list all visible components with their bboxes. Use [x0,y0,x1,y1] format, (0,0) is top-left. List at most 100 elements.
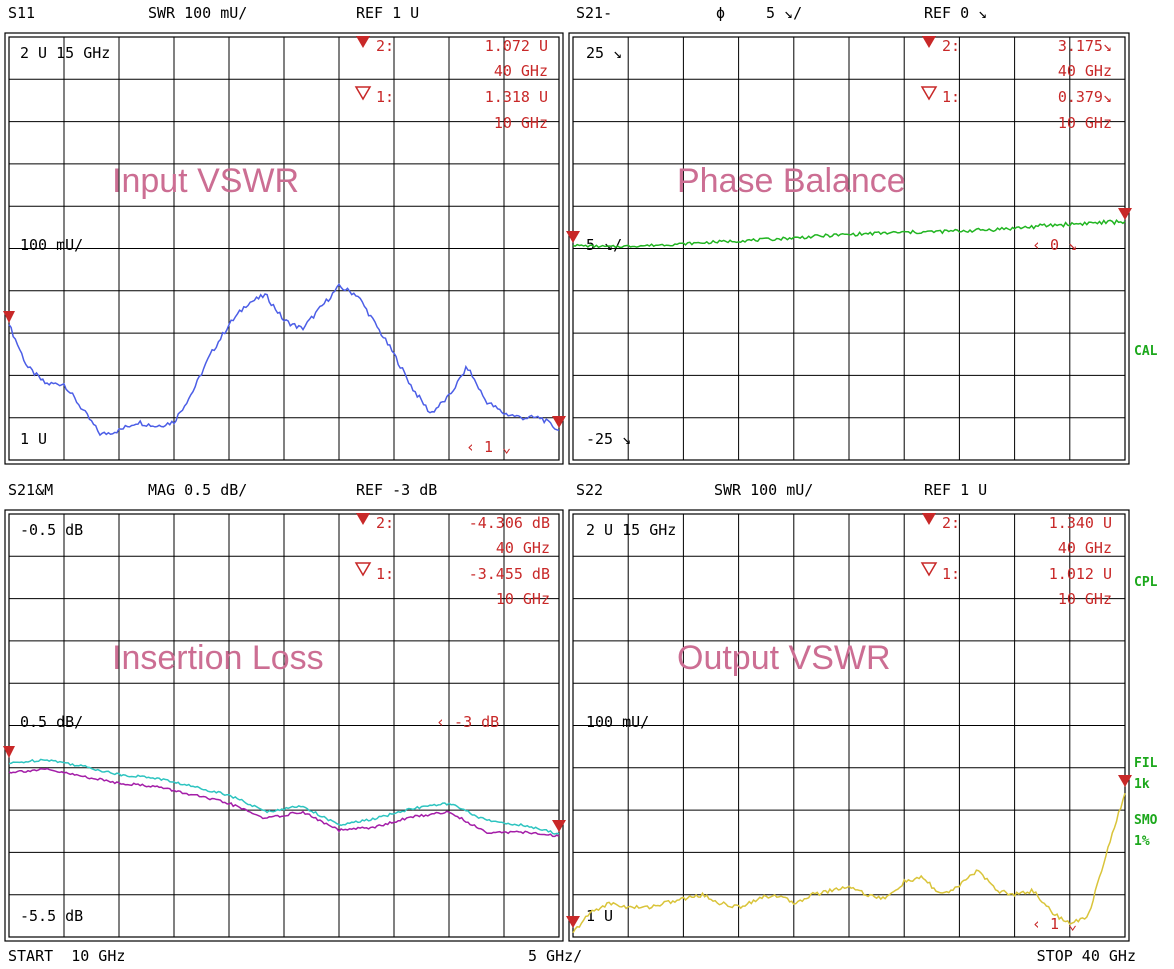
status-smo: SMO [1134,813,1158,828]
plot-grid [568,509,1130,942]
marker-2-value: -4.306 dB [469,514,550,532]
marker-2-value: 1.340 U [1049,514,1112,532]
trace-start-marker-icon [3,311,15,323]
trace-end-marker-icon [552,820,566,832]
trace-end-marker-icon [1118,208,1132,220]
phase-symbol: ϕ [716,4,725,22]
side-status-panel: CAL CPL FIL 1k SMO 1% [1134,344,1158,849]
plot-frame [568,509,1130,942]
marker-1-value: 1.318 U [485,88,548,106]
s22-trace [572,792,1126,934]
panel-output-vswr: S22 SWR 100 mU/ REF 1 U 2 U 15 GHz 100 m… [566,481,1132,942]
status-fil-value: 1k [1134,777,1150,792]
bottom-scale-label: 1 U [586,907,613,925]
trace-end-marker-icon [1118,775,1132,787]
reference-marker: ‹ 1 ⌄ [1032,915,1077,933]
overlay-title: Phase Balance [677,162,906,200]
trace-start-marker-icon [3,746,15,758]
status-cal: CAL [1134,344,1158,359]
reference-marker: ‹ 1 ⌄ [466,438,511,456]
ref-label: REF -3 dB [356,481,437,499]
scale-label: MAG 0.5 dB/ [148,481,247,499]
marker-1-freq: 10 GHz [1058,114,1112,132]
bottom-scale-label: -25 ↘ [586,430,631,448]
marker-1-name: 1: [376,88,394,106]
panel-insertion-loss: S21&M MAG 0.5 dB/ REF -3 dB -0.5 dB 0.5 … [3,481,566,942]
marker-1-icon [354,562,372,577]
marker-2-freq: 40 GHz [1058,62,1112,80]
plot-grid [4,32,564,465]
reference-marker: ‹ -3 dB [436,713,499,731]
marker-1-icon [920,562,938,577]
marker-1-name: 1: [376,565,394,583]
marker-1-icon [920,86,938,101]
sweep-stop-label: STOP 40 GHz [1037,947,1136,965]
marker-2-icon [356,36,370,48]
sweep-span-label: 5 GHz/ [528,947,582,965]
overlay-title: Insertion Loss [112,639,324,677]
marker-1-value: -3.455 dB [469,565,550,583]
ref-scale-label: 0.5 dB/ [20,713,83,731]
marker-2-freq: 40 GHz [496,539,550,557]
status-smo-value: 1% [1134,834,1150,849]
marker-2-name: 2: [942,514,960,532]
top-scale-label: 2 U 15 GHz [586,521,676,539]
marker-2-freq: 40 GHz [494,62,548,80]
overlay-title: Input VSWR [112,162,299,200]
marker-2-icon [356,513,370,525]
marker-1-name: 1: [942,565,960,583]
phase-trace [572,218,1126,249]
trace-start-marker-icon [566,916,580,928]
plot-frame [4,509,564,942]
sweep-footer: START 10 GHz 5 GHz/ STOP 40 GHz [8,947,1136,965]
param-label: S11 [8,4,35,22]
status-cpl: CPL [1134,575,1158,590]
ref-label: REF 1 U [356,4,419,22]
marker-1-value: 0.379↘ [1058,88,1112,106]
plot-grid [568,32,1130,465]
marker-2-name: 2: [376,514,394,532]
trace-end-marker-icon [552,416,566,428]
ref-scale-label: 5 ↘/ [586,236,622,254]
param-label: S21- [576,4,612,22]
scale-label: SWR 100 mU/ [148,4,247,22]
scale-label: 5 ↘/ [766,4,802,22]
reference-marker: ‹ 0 ↘ [1032,236,1077,254]
trace-start-marker-icon [566,231,580,243]
marker-2-icon [922,36,936,48]
ref-label: REF 1 U [924,481,987,499]
ref-label: REF 0 ↘ [924,4,987,22]
marker-2-name: 2: [376,37,394,55]
panel-input-vswr: S11 SWR 100 mU/ REF 1 U 2 U 15 GHz 100 m… [3,4,566,465]
marker-1-name: 1: [942,88,960,106]
sweep-start-label: START 10 GHz [8,947,125,965]
param-label: S21&M [8,481,53,499]
overlay-title: Output VSWR [677,639,891,677]
marker-1-freq: 10 GHz [1058,590,1112,608]
marker-2-icon [922,513,936,525]
param-label: S22 [576,481,603,499]
panel-phase-balance: S21- ϕ 5 ↘/ REF 0 ↘ 25 ↘ 5 ↘/ -25 ↘ 2: 3… [566,4,1132,465]
marker-1-freq: 10 GHz [494,114,548,132]
ref-scale-label: 100 mU/ [586,713,649,731]
bottom-scale-label: -5.5 dB [20,907,83,925]
bottom-scale-label: 1 U [20,430,47,448]
s11-trace [8,283,560,437]
plot-frame [568,32,1130,465]
marker-2-value: 1.072 U [485,37,548,55]
marker-1-freq: 10 GHz [496,590,550,608]
plot-frame [4,32,564,465]
insertion-loss-trace-a [8,758,560,835]
marker-2-freq: 40 GHz [1058,539,1112,557]
status-fil: FIL [1134,756,1158,771]
insertion-loss-trace-b [8,767,560,838]
marker-2-name: 2: [942,37,960,55]
top-scale-label: -0.5 dB [20,521,83,539]
marker-1-icon [354,86,372,101]
scale-label: SWR 100 mU/ [714,481,813,499]
marker-1-value: 1.012 U [1049,565,1112,583]
marker-2-value: 3.175↘ [1058,37,1112,55]
top-scale-label: 2 U 15 GHz [20,44,110,62]
top-scale-label: 25 ↘ [586,44,622,62]
